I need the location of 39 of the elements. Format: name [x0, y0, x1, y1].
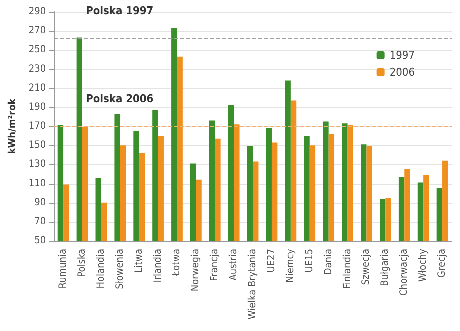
y-tick-label: 210 — [28, 82, 46, 94]
x-tick-label: Francja — [210, 249, 221, 282]
y-axis-title: kWh/m²rok — [8, 98, 18, 154]
y-tick-label: 270 — [28, 26, 46, 37]
ref-line-label: Polska 2006 — [86, 92, 154, 106]
x-tick-label: Chorwacja — [399, 249, 410, 296]
x-tick-label: Grecja — [437, 249, 448, 278]
x-tick-label: Irlandia — [152, 249, 164, 283]
y-tick-label: 110 — [28, 178, 46, 190]
y-tick-label: 70 — [34, 216, 46, 228]
y-tick-label: 90 — [34, 197, 46, 208]
y-tick-label: 130 — [28, 159, 46, 170]
x-tick-label: Łotwa — [172, 249, 183, 277]
y-tick-label: 150 — [28, 140, 46, 152]
x-tick-label: Szwecja — [361, 249, 372, 286]
y-tick-label: 50 — [34, 236, 46, 246]
x-tick-label: UE15 — [304, 249, 316, 273]
x-tick-label: UE27 — [266, 249, 278, 273]
x-tick-label: Austria — [228, 249, 240, 281]
x-tick-label: Niemcy — [285, 248, 296, 283]
y-tick-label: 170 — [28, 121, 46, 132]
x-tick-label: Bułgaria — [380, 249, 392, 286]
y-tick-label: 250 — [28, 44, 46, 56]
legend-label: 2006 — [390, 66, 416, 79]
x-tick-label: Włochy — [418, 248, 430, 282]
x-tick-label: Litwa — [134, 249, 145, 273]
x-tick-label: Wielka Brytania — [248, 249, 259, 320]
x-tick-label: Dania — [323, 249, 334, 276]
x-tick-label: Norwegia — [190, 249, 202, 292]
legend-label: 1997 — [390, 49, 416, 62]
x-tick-label: Finlandia — [342, 249, 354, 290]
x-tick-label: Holandia — [96, 249, 107, 289]
y-tick-label: 230 — [28, 64, 46, 75]
x-tick-label: Słowenia — [114, 249, 126, 290]
y-tick-label: 190 — [28, 102, 46, 113]
ref-line-label: Polska 1997 — [86, 4, 154, 18]
y-tick-label: 290 — [28, 6, 46, 18]
x-tick-label: Rumunia — [58, 249, 70, 289]
x-tick-label: Polska — [76, 249, 88, 278]
